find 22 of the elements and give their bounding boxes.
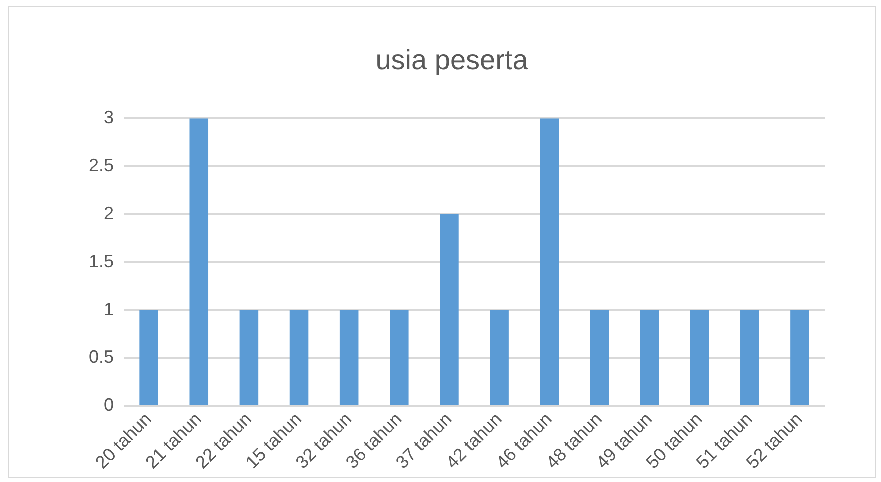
y-tick-label: 0 [104, 395, 114, 416]
y-tick-label: 1.5 [88, 251, 114, 272]
bar [140, 310, 158, 406]
y-tick-label: 2 [104, 203, 114, 224]
chart-title: usia peserta [376, 44, 529, 76]
bar [390, 310, 409, 406]
bar [240, 310, 259, 406]
bar [690, 310, 710, 406]
y-tick-label: 2.5 [88, 156, 114, 176]
bar [190, 118, 209, 406]
bar [590, 310, 610, 406]
bar [540, 118, 560, 406]
y-tick-label: 3 [104, 108, 114, 128]
bar [640, 310, 660, 406]
bar [440, 214, 459, 406]
bar [740, 310, 760, 406]
y-tick-label: 1 [104, 299, 114, 320]
bar [340, 310, 359, 406]
bar [290, 310, 309, 406]
bar [790, 310, 810, 406]
bar [490, 310, 509, 406]
y-tick-label: 0.5 [88, 347, 114, 368]
